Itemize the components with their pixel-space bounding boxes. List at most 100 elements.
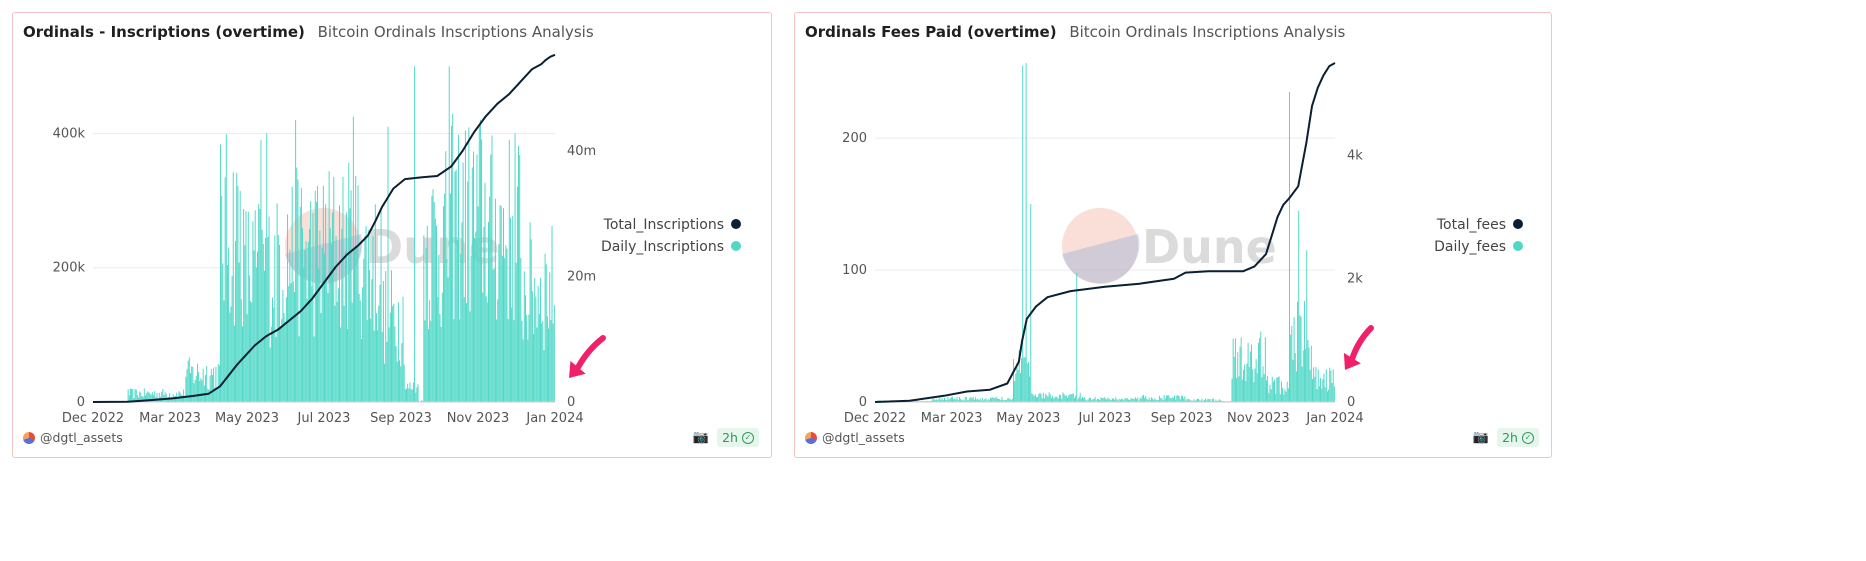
chart-title[interactable]: Ordinals - Inscriptions (overtime) bbox=[23, 23, 305, 41]
bar bbox=[1192, 400, 1194, 402]
bar bbox=[972, 396, 974, 402]
bar bbox=[1087, 399, 1089, 402]
bar bbox=[1309, 369, 1311, 402]
panel-footer: @dgtl_assets bbox=[23, 430, 123, 445]
bar bbox=[403, 364, 405, 402]
bar bbox=[185, 376, 187, 402]
bar bbox=[1093, 399, 1095, 402]
bar bbox=[485, 296, 487, 402]
bar bbox=[1289, 92, 1290, 402]
author-link[interactable]: @dgtl_assets bbox=[822, 430, 905, 445]
bar bbox=[1294, 353, 1296, 402]
bar bbox=[231, 275, 233, 402]
bar bbox=[1139, 397, 1141, 402]
bar bbox=[1247, 342, 1249, 402]
author-link[interactable]: @dgtl_assets bbox=[40, 430, 123, 445]
line-series-Total_fees bbox=[874, 62, 1336, 403]
bar bbox=[1063, 394, 1065, 402]
bar bbox=[1115, 397, 1117, 402]
right-axis-tick-label: 40m bbox=[567, 144, 596, 159]
chart-subtitle[interactable]: Bitcoin Ordinals Inscriptions Analysis bbox=[1069, 23, 1346, 41]
refresh-badge[interactable]: 2h ✓ bbox=[717, 428, 759, 447]
left-axis-tick-label: 200 bbox=[842, 131, 867, 146]
bar bbox=[1016, 362, 1018, 402]
line-series-Total_Inscriptions bbox=[92, 53, 556, 403]
bar bbox=[399, 360, 401, 402]
bar bbox=[1076, 272, 1078, 402]
chart-subtitle[interactable]: Bitcoin Ordinals Inscriptions Analysis bbox=[317, 23, 594, 41]
bar bbox=[1036, 397, 1037, 402]
bar bbox=[1276, 377, 1278, 402]
bar bbox=[1315, 367, 1317, 402]
bar bbox=[1241, 379, 1243, 402]
camera-icon[interactable]: 📷 bbox=[692, 430, 710, 445]
bar bbox=[980, 400, 982, 402]
bar bbox=[1109, 399, 1111, 402]
bar bbox=[151, 392, 153, 402]
bar bbox=[194, 379, 196, 402]
bar bbox=[1038, 393, 1040, 402]
bar bbox=[423, 235, 425, 402]
bar bbox=[348, 162, 350, 402]
bar bbox=[1069, 394, 1071, 402]
bar bbox=[276, 203, 278, 402]
legend-label: Daily_Inscriptions bbox=[601, 239, 724, 255]
left-axis-tick-label: 0 bbox=[859, 395, 867, 410]
bar bbox=[474, 237, 476, 402]
bar bbox=[300, 188, 302, 402]
bar bbox=[1101, 397, 1103, 402]
bar bbox=[430, 320, 432, 402]
bar bbox=[183, 389, 185, 402]
bar bbox=[339, 205, 340, 402]
bar bbox=[1183, 398, 1185, 402]
bar bbox=[1060, 395, 1062, 402]
check-circle-icon: ✓ bbox=[1522, 431, 1534, 444]
x-axis-tick-label: Dec 2022 bbox=[62, 411, 124, 426]
bar bbox=[498, 244, 500, 402]
bar bbox=[1048, 392, 1050, 402]
x-axis-tick-label: Mar 2023 bbox=[139, 411, 201, 426]
bar bbox=[1249, 351, 1251, 402]
bar bbox=[1180, 395, 1182, 402]
bar bbox=[378, 305, 380, 402]
bar bbox=[380, 209, 382, 402]
bar bbox=[382, 281, 384, 402]
bar bbox=[466, 303, 468, 402]
refresh-badge[interactable]: 2h ✓ bbox=[1497, 428, 1539, 447]
bar bbox=[1329, 367, 1331, 402]
bar bbox=[412, 382, 414, 402]
bar bbox=[1053, 398, 1055, 402]
bar bbox=[531, 291, 533, 402]
bar bbox=[1011, 398, 1013, 402]
bar bbox=[1082, 396, 1083, 402]
bar bbox=[342, 176, 344, 402]
bar bbox=[1287, 388, 1289, 402]
bar bbox=[969, 397, 971, 402]
bar bbox=[998, 399, 1000, 402]
bar bbox=[476, 154, 478, 402]
bar bbox=[1176, 395, 1178, 402]
chart-title[interactable]: Ordinals Fees Paid (overtime) bbox=[805, 23, 1057, 41]
bar bbox=[297, 179, 299, 402]
camera-icon[interactable]: 📷 bbox=[1472, 430, 1490, 445]
bar bbox=[1293, 317, 1295, 402]
bar bbox=[964, 396, 966, 402]
bar bbox=[291, 186, 293, 402]
bar bbox=[524, 295, 526, 402]
bar bbox=[1077, 399, 1079, 402]
bar bbox=[341, 228, 343, 402]
bar bbox=[460, 253, 462, 402]
bar bbox=[1027, 362, 1029, 402]
panel-actions: 📷 2h ✓ bbox=[1473, 428, 1539, 447]
bar bbox=[1185, 400, 1187, 402]
bar bbox=[132, 389, 134, 402]
bar bbox=[1079, 392, 1081, 402]
bar bbox=[546, 316, 548, 402]
bar bbox=[553, 305, 555, 402]
bar bbox=[509, 217, 511, 402]
bar bbox=[1110, 399, 1112, 402]
x-axis-tick-label: Mar 2023 bbox=[921, 411, 983, 426]
bar bbox=[1055, 396, 1057, 402]
bar bbox=[1026, 363, 1028, 402]
bar bbox=[354, 248, 356, 402]
